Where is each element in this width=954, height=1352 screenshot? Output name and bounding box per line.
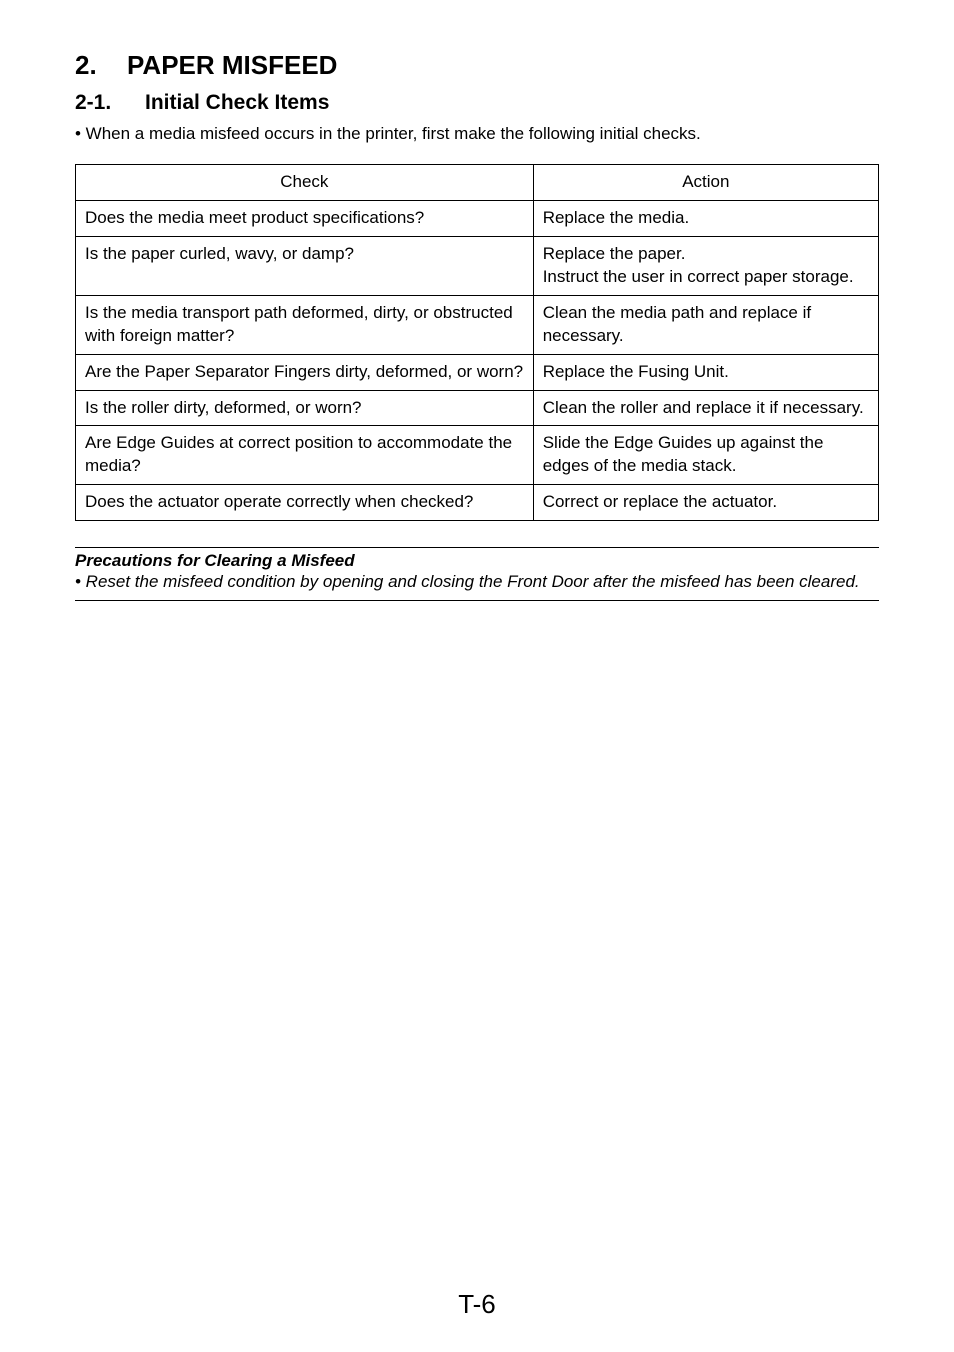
section-heading: 2.PAPER MISFEED bbox=[75, 50, 879, 81]
subsection-number: 2-1. bbox=[75, 91, 145, 115]
cell-check: Does the actuator operate correctly when… bbox=[76, 485, 534, 521]
cell-action: Slide the Edge Guides up against the edg… bbox=[533, 426, 878, 485]
subsection-title: Initial Check Items bbox=[145, 91, 329, 114]
subsection-heading: 2-1.Initial Check Items bbox=[75, 91, 879, 115]
table-row: Does the actuator operate correctly when… bbox=[76, 485, 879, 521]
page: 2.PAPER MISFEED 2-1.Initial Check Items … bbox=[0, 0, 954, 1352]
table-row: Are Edge Guides at correct position to a… bbox=[76, 426, 879, 485]
cell-action: Clean the media path and replace if nece… bbox=[533, 295, 878, 354]
section-number: 2. bbox=[75, 50, 127, 81]
table-row: Are the Paper Separator Fingers dirty, d… bbox=[76, 354, 879, 390]
cell-check: Are the Paper Separator Fingers dirty, d… bbox=[76, 354, 534, 390]
precautions-body: • Reset the misfeed condition by opening… bbox=[75, 571, 879, 601]
table-row: Is the paper curled, wavy, or damp? Repl… bbox=[76, 236, 879, 295]
cell-action: Replace the Fusing Unit. bbox=[533, 354, 878, 390]
table-row: Does the media meet product specificatio… bbox=[76, 200, 879, 236]
cell-check: Is the roller dirty, deformed, or worn? bbox=[76, 390, 534, 426]
intro-text: • When a media misfeed occurs in the pri… bbox=[75, 123, 879, 146]
table-row: Is the media transport path deformed, di… bbox=[76, 295, 879, 354]
precautions-heading: Precautions for Clearing a Misfeed bbox=[75, 547, 879, 571]
page-number: T-6 bbox=[0, 1289, 954, 1320]
col-header-check: Check bbox=[76, 164, 534, 200]
col-header-action: Action bbox=[533, 164, 878, 200]
check-action-table: Check Action Does the media meet product… bbox=[75, 164, 879, 521]
cell-action: Clean the roller and replace it if neces… bbox=[533, 390, 878, 426]
table-header-row: Check Action bbox=[76, 164, 879, 200]
cell-check: Is the paper curled, wavy, or damp? bbox=[76, 236, 534, 295]
cell-action: Replace the media. bbox=[533, 200, 878, 236]
cell-check: Is the media transport path deformed, di… bbox=[76, 295, 534, 354]
table-row: Is the roller dirty, deformed, or worn? … bbox=[76, 390, 879, 426]
cell-check: Are Edge Guides at correct position to a… bbox=[76, 426, 534, 485]
cell-check: Does the media meet product specificatio… bbox=[76, 200, 534, 236]
cell-action: Correct or replace the actuator. bbox=[533, 485, 878, 521]
section-title: PAPER MISFEED bbox=[127, 50, 337, 80]
cell-action: Replace the paper.Instruct the user in c… bbox=[533, 236, 878, 295]
